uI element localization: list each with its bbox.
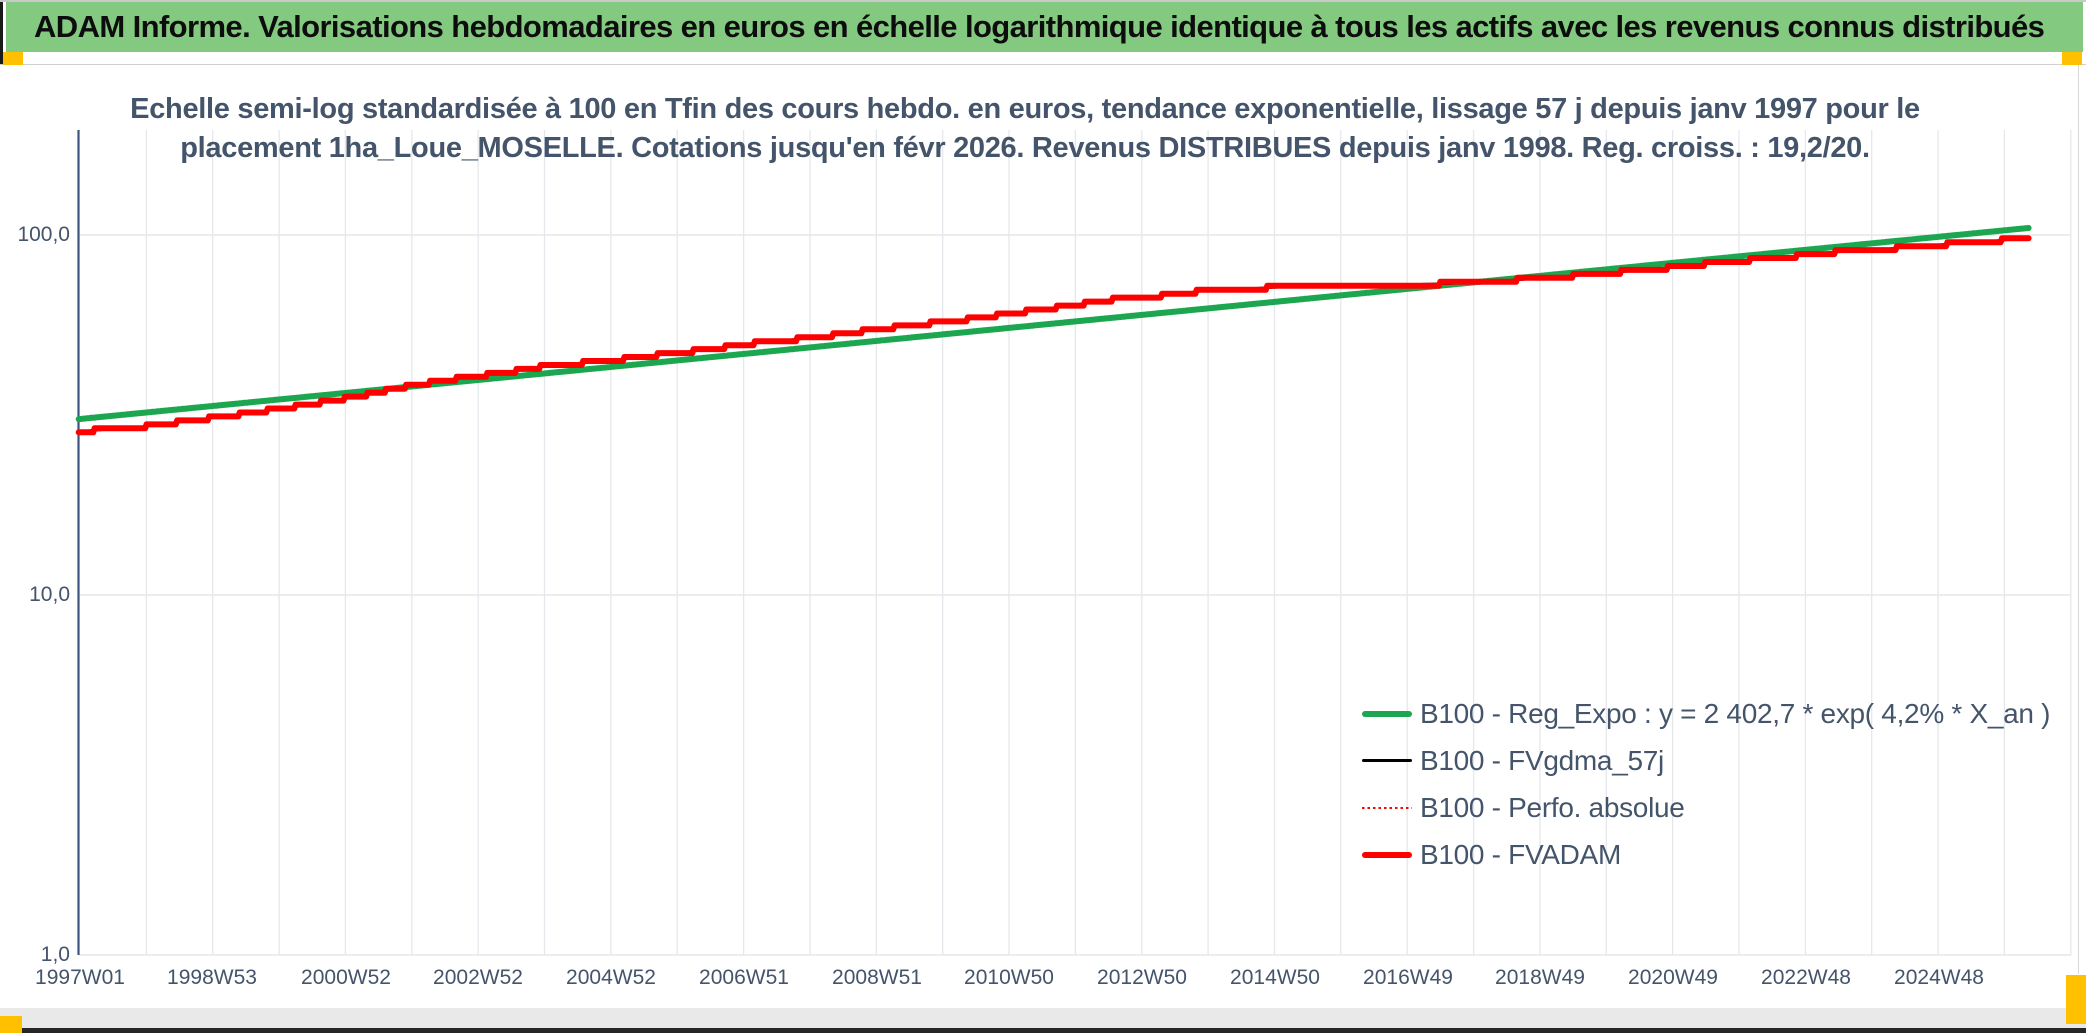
legend-label: B100 - Perfo. absolue [1420,791,1685,823]
x-tick-label: 1998W53 [167,966,257,989]
x-tick-label: 2006W51 [699,966,789,989]
legend-label: B100 - FVADAM [1420,838,1621,870]
x-tick-label: 2024W48 [1894,966,1984,989]
window-bottom-edge [0,1028,2086,1033]
legend-swatch-line [1362,710,1412,717]
chart-title: Echelle semi-log standardisée à 100 en T… [80,90,1970,168]
x-tick-label: 2010W50 [964,966,1054,989]
x-tick-label: 2000W52 [301,966,391,989]
legend-swatch-line [1362,759,1412,762]
chart-object[interactable]: Echelle semi-log standardisée à 100 en T… [0,65,2078,1008]
x-axis-labels: 1997W01 1998W53 2000W52 2002W52 2004W52 2006W… [0,966,2078,996]
sheet-marker-top-right [2062,52,2082,65]
x-tick-label: 2002W52 [433,966,523,989]
y-tick-label: 1,0 [40,943,70,966]
legend-entry[interactable]: B100 - FVADAM [1362,831,2050,878]
y-tick-label: 100,0 [17,223,70,246]
chart-title-line2: placement 1ha_Loue_MOSELLE. Cotations ju… [180,132,1870,164]
x-tick-label: 2008W51 [832,966,922,989]
x-tick-label: 2004W52 [566,966,656,989]
sheet-marker-bottom-right [2066,975,2086,1024]
bottom-scroll-strip [0,1008,2086,1028]
row-divider [0,64,2086,65]
legend-swatch-line [1362,851,1412,858]
legend-entry[interactable]: B100 - Reg_Expo : y = 2 402,7 * exp( 4,2… [1362,690,2050,737]
sheet-marker-bottom-left [0,1016,22,1033]
x-tick-label: 2016W49 [1363,966,1453,989]
sheet-marker-top-left [3,52,23,65]
y-tick-label: 10,0 [29,583,70,606]
x-tick-label: 2020W49 [1628,966,1718,989]
chart-title-line1: Echelle semi-log standardisée à 100 en T… [130,93,1920,125]
legend-label: B100 - FVgdma_57j [1420,744,1664,776]
x-tick-label: 1997W01 [35,966,125,989]
x-tick-label: 2014W50 [1230,966,1320,989]
header-title: ADAM Informe. Valorisations hebdomadaire… [34,9,2045,44]
window-left-edge [0,2,3,65]
x-tick-label: 2012W50 [1097,966,1187,989]
header-bar: ADAM Informe. Valorisations hebdomadaire… [6,2,2083,52]
x-tick-label: 2018W49 [1495,966,1585,989]
legend-swatch-dotted-line [1362,806,1412,809]
chart-legend[interactable]: B100 - Reg_Expo : y = 2 402,7 * exp( 4,2… [1362,690,2050,878]
plot-canvas[interactable] [0,65,2078,1008]
legend-entry[interactable]: B100 - FVgdma_57j [1362,737,2050,784]
chart-right-border [2078,65,2079,974]
legend-entry[interactable]: B100 - Perfo. absolue [1362,784,2050,831]
legend-label: B100 - Reg_Expo : y = 2 402,7 * exp( 4,2… [1420,697,2051,729]
x-tick-label: 2022W48 [1761,966,1851,989]
